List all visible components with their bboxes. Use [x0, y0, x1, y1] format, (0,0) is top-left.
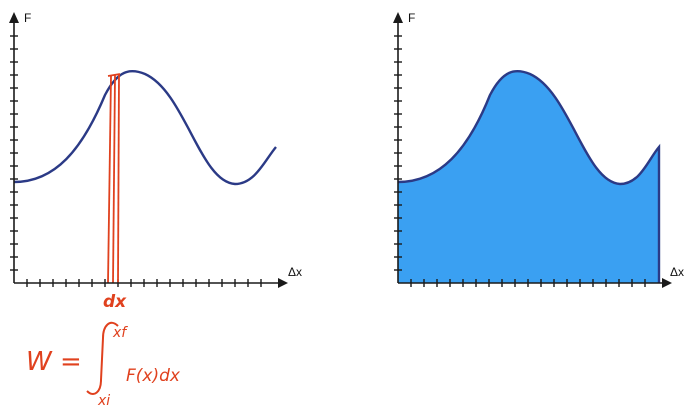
- integral-sign-icon: [86, 321, 119, 395]
- formula-integrand: F(x)dx: [126, 366, 181, 386]
- area-under-curve: [398, 71, 659, 283]
- right-graph: F Δx: [393, 11, 684, 288]
- formula-lhs: W =: [26, 347, 82, 377]
- right-y-axis-label: F: [408, 11, 415, 25]
- work-formula: W = xf xi F(x)dx: [26, 321, 181, 409]
- dx-strip: [107, 73, 121, 284]
- left-graph: F Δx dx: [9, 11, 302, 312]
- left-x-axis-arrow-icon: [278, 278, 288, 288]
- left-y-axis-label: F: [24, 11, 31, 25]
- right-x-axis-label: Δx: [670, 265, 684, 279]
- left-force-curve: [13, 70, 277, 186]
- formula-lower-limit: xi: [97, 393, 110, 409]
- formula-upper-limit: xf: [112, 325, 128, 341]
- left-y-axis-arrow-icon: [9, 12, 19, 23]
- right-force-curve: [397, 70, 661, 283]
- right-y-axis-arrow-icon: [393, 12, 403, 23]
- left-x-axis-label: Δx: [288, 265, 302, 279]
- dx-label: dx: [103, 292, 127, 312]
- right-x-axis-arrow-icon: [662, 278, 672, 288]
